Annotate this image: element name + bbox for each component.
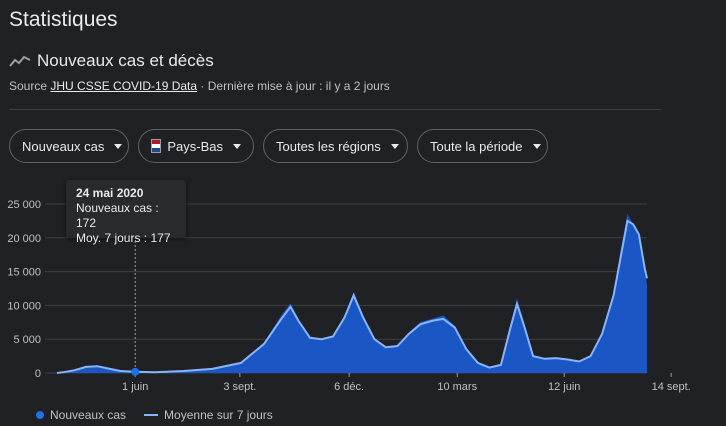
y-tick-label: 20 000 (7, 233, 41, 245)
y-tick-label: 5 000 (13, 334, 41, 346)
legend-dot-icon (36, 411, 44, 419)
tooltip-date: 24 mai 2020 (76, 186, 144, 200)
period-label: Toute la période (430, 138, 523, 154)
filter-bar: Nouveaux cas Pays-Bas Toutes les régions… (9, 129, 548, 163)
cases-chart[interactable]: 0 5 000 10 000 15 000 20 000 25 000 1 juin 3 se… (0, 175, 726, 405)
chevron-down-icon (233, 143, 241, 149)
legend-average: Moyenne sur 7 jours (164, 408, 273, 422)
cases-area (57, 214, 647, 373)
x-tick-label: 10 mars (437, 381, 477, 393)
x-tick-label: 1 juin (122, 381, 148, 393)
hover-point (131, 367, 140, 376)
tooltip-average: Moy. 7 jours : 177 (76, 231, 171, 245)
chart-tooltip: 24 mai 2020 Nouveaux cas : 172 Moy. 7 jo… (66, 180, 186, 245)
source-line: Source JHU CSSE COVID-19 Data · Dernière… (9, 79, 390, 93)
country-dropdown[interactable]: Pays-Bas (138, 129, 254, 163)
last-update: · Dernière mise à jour : il y a 2 jours (197, 79, 390, 93)
divider (9, 109, 661, 110)
x-tick-label: 14 sept. (652, 381, 691, 393)
regions-dropdown[interactable]: Toutes les régions (263, 129, 408, 163)
metric-label: Nouveaux cas (22, 138, 105, 154)
y-tick-label: 25 000 (7, 199, 41, 211)
country-label: Pays-Bas (167, 138, 223, 154)
y-tick-label: 0 (35, 368, 41, 380)
chevron-down-icon (532, 143, 541, 149)
section-title: Nouveaux cas et décès (37, 51, 214, 70)
metric-dropdown[interactable]: Nouveaux cas (9, 129, 129, 163)
section-header: Nouveaux cas et décès (9, 51, 214, 71)
x-tick-label: 3 sept. (223, 381, 256, 393)
chevron-down-icon (114, 143, 123, 149)
chart-legend: Nouveaux cas Moyenne sur 7 jours (36, 408, 273, 422)
y-tick-label: 15 000 (7, 267, 41, 279)
tooltip-cases: Nouveaux cas : 172 (76, 201, 159, 230)
chevron-down-icon (390, 143, 399, 149)
source-link[interactable]: JHU CSSE COVID-19 Data (50, 79, 198, 93)
y-tick-label: 10 000 (7, 300, 41, 312)
trending-icon (9, 55, 31, 67)
regions-label: Toutes les régions (276, 138, 381, 154)
x-tick-label: 12 juin (548, 381, 580, 393)
x-tick-label: 6 déc. (334, 381, 364, 393)
legend-cases: Nouveaux cas (50, 408, 127, 422)
average-line (56, 219, 648, 374)
period-dropdown[interactable]: Toute la période (417, 129, 548, 163)
netherlands-flag-icon (151, 139, 162, 153)
legend-line-icon (144, 414, 159, 416)
source-prefix: Source (9, 79, 51, 93)
page-title: Statistiques (9, 8, 118, 31)
